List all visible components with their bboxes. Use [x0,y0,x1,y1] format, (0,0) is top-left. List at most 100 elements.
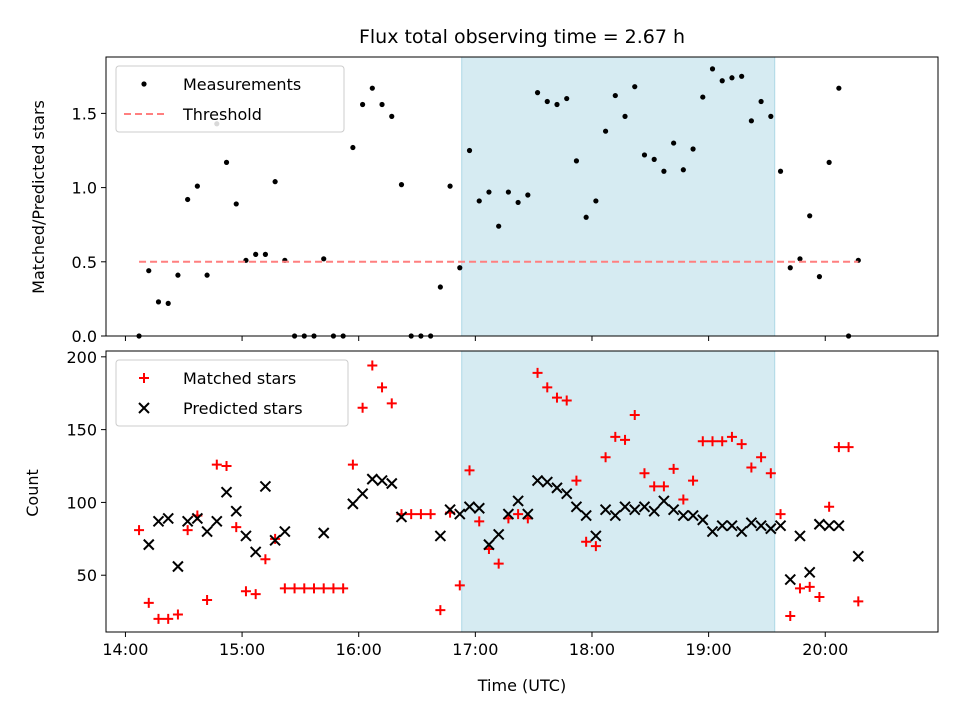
matched-star-point [581,536,592,547]
predicted-star-point [279,525,291,538]
bottom-y-axis-label: Count [23,469,42,517]
measurement-point [379,101,385,108]
y-tick-label: 50 [77,566,97,585]
matched-star-point [309,583,319,594]
matched-star-point [620,434,631,445]
matched-star-point [493,558,504,569]
predicted-star-point [434,530,447,542]
predicted-star-point [784,573,796,586]
predicted-star-point [211,515,223,528]
matched-star-point [629,410,640,421]
predicted-star-point [541,476,553,488]
matched-star-point [211,459,222,470]
predicted-star-point [347,498,359,510]
measurement-point [768,113,774,119]
matched-star-point [600,452,611,463]
measurement-point [573,158,580,164]
x-axis-label: Time (UTC) [477,676,566,695]
predicted-star-point [240,530,252,542]
matched-star-point [377,382,388,393]
predicted-star-point [249,546,262,558]
matched-star-point [688,475,699,486]
measurement-point [593,198,599,204]
matched-star-point [765,468,776,479]
measurement-point [651,156,657,162]
predicted-star-point [152,515,165,528]
measurement-point [146,268,152,274]
matched-star-point [474,516,485,527]
measurement-point [253,251,259,257]
predicted-star-point [823,520,835,532]
predicted-star-point [230,505,242,517]
measurement-point [350,144,356,151]
predicted-star-point [522,508,534,520]
matched-star-point [571,475,582,486]
matched-star-point [279,583,290,594]
measurement-point [700,94,706,100]
measurement-point [496,223,502,229]
predicted-star-point [473,502,485,514]
matched-star-point [415,509,426,520]
measurement-point [564,95,570,102]
measurement-point [505,189,511,195]
predicted-star-point [201,525,213,538]
measurement-point [525,192,531,198]
matched-star-point [794,583,805,594]
measurement-point [369,85,375,91]
predicted-star-point [502,508,515,520]
legend-label: Predicted stars [183,399,303,418]
chart-title: Flux total observing time = 2.67 h [359,26,685,48]
measurement-point [612,92,618,99]
matched-star-point [833,442,844,453]
x-tick-label: 20:00 [802,640,848,659]
measurement-point [836,85,842,91]
measurement-point [437,284,443,290]
y-tick-label: 200 [66,348,97,367]
matched-star-point [435,605,446,616]
measurement-point [641,152,648,158]
predicted-star-point [590,530,602,542]
matched-star-point [736,439,747,450]
top-y-axis-label: Matched/Predicted stars [29,100,48,294]
predicted-star-point [599,503,612,516]
measurement-point [797,256,803,262]
predicted-star-point [318,527,330,539]
predicted-star-point [444,503,456,516]
predicted-star-point [687,509,699,522]
ratio-panel: 0.0 0.5 1.0 1.5 Measurements Threshold [72,56,939,346]
measurement-point [777,168,784,174]
x-tick-label: 19:00 [686,640,732,659]
matched-star-point [289,583,300,594]
measurement-point [787,265,793,271]
measurement-point [709,66,716,72]
matched-star-point [649,481,660,492]
measurement-point [398,182,405,188]
matched-star-point [202,594,213,605]
matched-star-point [464,465,475,476]
measurement-point [816,274,823,280]
legend-marker [139,373,149,383]
measurement-point [602,128,609,134]
measurement-point [175,272,181,278]
predicted-star-point [143,538,155,551]
matched-star-point [542,382,553,393]
predicted-star-point [755,520,767,532]
predicted-star-point [191,512,204,525]
matched-star-point [824,501,835,512]
matched-star-point [172,609,183,620]
x-tick-label: 18:00 [569,640,615,659]
measurement-point [807,213,813,219]
matched-star-point [610,431,621,442]
predicted-star-point [852,550,865,562]
measurement-point [729,75,735,81]
predicted-star-point [561,487,573,500]
measurement-point [476,198,482,204]
measurement-point [389,113,395,119]
legend-marker [138,402,150,414]
y-tick-label: 0.0 [72,327,97,346]
matched-star-point [221,461,232,472]
predicted-star-point [677,509,690,522]
matched-star-point [756,452,767,463]
matched-star-point [299,583,310,594]
